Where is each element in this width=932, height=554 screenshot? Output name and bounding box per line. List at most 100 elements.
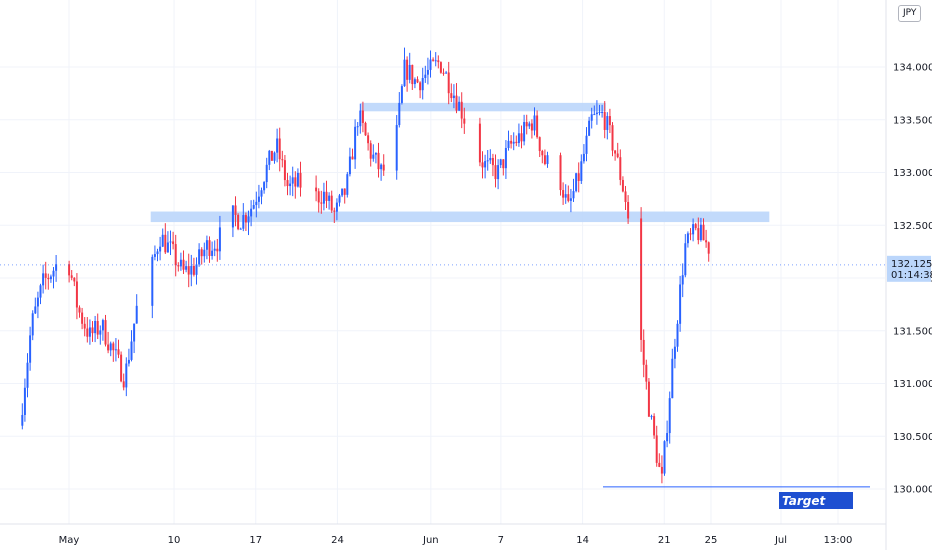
candle-body [499, 159, 502, 166]
candle-body [663, 441, 666, 474]
candle-body [26, 362, 29, 388]
candle-body [380, 164, 383, 170]
time-axis[interactable]: May 10 17 24 Jun 7 14 21 25 Jul 13:00 [0, 523, 886, 546]
candle-body [541, 150, 544, 156]
candle-body [361, 110, 364, 123]
candle-body [525, 122, 528, 127]
candle-body [588, 120, 591, 136]
candle-body [283, 160, 286, 181]
candle-body [234, 205, 237, 215]
candle-body [398, 102, 401, 126]
candle-body [114, 349, 117, 351]
candle-body [255, 201, 258, 206]
x-tick-label: May [59, 535, 80, 546]
candle-body [585, 135, 588, 154]
candle-body [702, 224, 705, 241]
candle-body [164, 234, 167, 253]
candle-body [536, 115, 539, 138]
candle-body [101, 320, 104, 331]
candle-body [562, 190, 565, 198]
candle-body [450, 93, 453, 99]
price-axis[interactable]: 134.000133.500133.000132.500132.000131.5… [885, 0, 932, 550]
candle-body [520, 133, 523, 142]
candle-body [187, 266, 190, 275]
candle-body [458, 101, 461, 111]
candle-body [590, 114, 593, 121]
candle-body [367, 135, 370, 144]
candle-body [400, 86, 403, 103]
candle-body [213, 248, 216, 251]
y-tick-label: 133.500 [893, 115, 932, 126]
candle-body [21, 414, 24, 426]
candle-body [463, 118, 466, 124]
candle-body [455, 95, 458, 111]
candle-body [510, 140, 513, 144]
zones [150, 102, 770, 223]
candle-body [528, 123, 531, 127]
candle-body [478, 123, 481, 163]
candle-body [86, 328, 89, 337]
candle-body [408, 64, 411, 80]
candle-body [107, 344, 110, 351]
candle-body [502, 159, 505, 169]
candle-body [281, 159, 284, 161]
candle-body [694, 224, 697, 229]
candle-body [645, 364, 648, 382]
candle-body [543, 155, 546, 165]
candle-body [172, 241, 175, 245]
candle-body [421, 78, 424, 91]
candle-body [286, 180, 289, 187]
candle-body [606, 116, 609, 130]
candle-body [166, 242, 169, 253]
candle-body [530, 123, 533, 131]
x-tick-label: 17 [249, 535, 262, 546]
candle-body [439, 62, 442, 73]
candle-body [39, 285, 42, 298]
candle-body [239, 228, 242, 230]
x-tick-label: Jul [774, 535, 787, 546]
candle-body [447, 72, 450, 94]
candle-body [75, 281, 78, 308]
candle-body [424, 74, 427, 79]
candle-body [603, 112, 606, 130]
candle-body [333, 210, 336, 212]
candle-body [73, 277, 76, 282]
x-tick-label: 14 [576, 535, 589, 546]
candle-body [208, 240, 211, 256]
candle-body [601, 112, 604, 114]
candle-body [205, 240, 208, 250]
candle-body [270, 150, 273, 161]
x-tick-label: 13:00 [824, 535, 853, 546]
candle-body [278, 138, 281, 160]
candle-body [70, 275, 73, 278]
candle-body [580, 161, 583, 181]
candles [21, 47, 710, 484]
candle-body [668, 398, 671, 434]
y-tick-label: 134.000 [893, 63, 932, 74]
candle-body [445, 72, 448, 74]
candle-body [429, 59, 432, 70]
target-box[interactable] [779, 492, 853, 509]
candle-body [276, 138, 279, 153]
x-tick-label: 25 [705, 535, 718, 546]
currency-badge[interactable]: JPY [898, 5, 922, 22]
candle-body [546, 155, 549, 165]
candle-body [159, 246, 162, 252]
current-price-tag-bg [887, 255, 931, 282]
candle-body [88, 327, 91, 337]
candle-body [55, 264, 58, 271]
candle-body [640, 218, 643, 340]
candle-body [481, 162, 484, 168]
target-label: Target [782, 494, 827, 508]
candle-body [200, 249, 203, 257]
candle-body [364, 122, 367, 136]
candle-body [23, 387, 26, 415]
candle-body [289, 183, 292, 187]
candle-countdown: 01:14:38 [891, 270, 932, 281]
candle-body [374, 152, 377, 155]
currency-badge-label: JPY [903, 8, 917, 18]
candle-body [325, 191, 328, 201]
